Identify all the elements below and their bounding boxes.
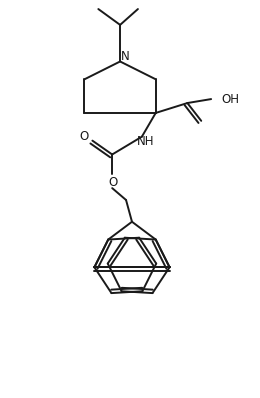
Text: O: O	[109, 176, 118, 189]
Text: NH: NH	[137, 135, 155, 148]
Text: N: N	[121, 50, 129, 63]
Text: O: O	[80, 130, 89, 143]
Text: OH: OH	[221, 93, 239, 105]
